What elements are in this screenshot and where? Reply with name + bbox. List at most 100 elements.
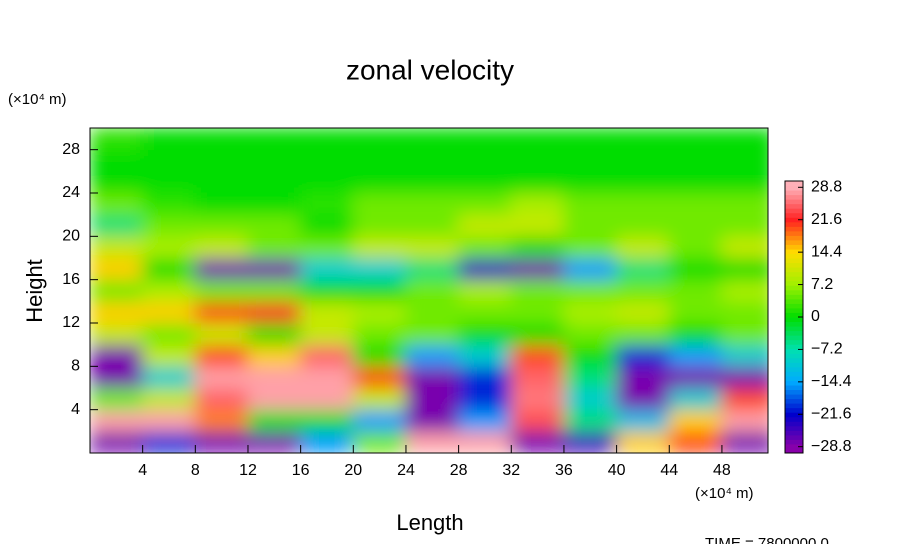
cell — [458, 365, 512, 389]
colorbar-step — [785, 190, 803, 196]
cell — [300, 409, 354, 432]
cell — [458, 235, 512, 259]
colorbar-step — [785, 407, 803, 413]
colorbar-step — [785, 194, 803, 200]
colorbar-step — [785, 321, 803, 327]
cell — [142, 279, 196, 302]
cell — [142, 430, 196, 453]
cell — [668, 387, 723, 411]
colorbar-step — [785, 212, 803, 218]
cell — [405, 128, 460, 151]
y-tick-label: 28 — [62, 141, 80, 158]
colorbar-step — [785, 208, 803, 214]
cell — [563, 300, 618, 324]
colorbar-step — [785, 434, 803, 440]
cell — [405, 235, 460, 259]
colorbar-step — [785, 181, 803, 187]
cell — [405, 149, 460, 172]
cell — [563, 257, 618, 281]
cell — [668, 170, 723, 194]
colorbar-step — [785, 353, 803, 359]
cell — [458, 300, 512, 324]
cell — [458, 430, 512, 453]
cell — [247, 430, 302, 453]
colorbar-step — [785, 443, 803, 449]
colorbar-tick-label: −14.4 — [811, 373, 852, 390]
colorbar-step — [785, 276, 803, 282]
cell — [352, 170, 407, 194]
cell — [563, 322, 618, 346]
cell — [563, 170, 618, 194]
colorbar-step — [785, 217, 803, 223]
cell — [668, 344, 723, 367]
colorbar-step — [785, 280, 803, 286]
cell — [142, 149, 196, 172]
cell — [405, 192, 460, 216]
colorbar-step — [785, 239, 803, 245]
colorbar-step — [785, 357, 803, 363]
cell — [510, 387, 565, 411]
cell — [616, 387, 670, 411]
cell — [668, 128, 723, 151]
cell — [142, 257, 196, 281]
cell — [616, 235, 670, 259]
cell — [721, 235, 768, 259]
cell — [721, 279, 768, 302]
colorbar-step — [785, 289, 803, 295]
cell — [510, 430, 565, 453]
cell — [563, 149, 618, 172]
colorbar-step — [785, 335, 803, 341]
colorbar-step — [785, 439, 803, 445]
cell — [563, 409, 618, 432]
cell — [300, 430, 354, 453]
cell — [510, 300, 565, 324]
cell — [142, 235, 196, 259]
cell — [616, 300, 670, 324]
cell — [510, 365, 565, 389]
cell — [405, 344, 460, 367]
cell — [352, 409, 407, 432]
cell — [510, 235, 565, 259]
colorbar-step — [785, 235, 803, 241]
cell — [352, 279, 407, 302]
cell — [458, 128, 512, 151]
cell — [616, 149, 670, 172]
cell — [405, 430, 460, 453]
colorbar-step — [785, 398, 803, 404]
cell — [668, 279, 723, 302]
cell — [352, 365, 407, 389]
x-tick-label: 36 — [555, 462, 573, 479]
x-axis-label: Length — [396, 510, 463, 535]
cell — [616, 365, 670, 389]
cell — [458, 387, 512, 411]
cell — [352, 257, 407, 281]
cell — [721, 344, 768, 367]
cell — [458, 192, 512, 216]
colorbar-tick-label: −28.8 — [811, 438, 852, 455]
cell — [721, 365, 768, 389]
cell — [510, 170, 565, 194]
cell — [352, 344, 407, 367]
cell — [142, 387, 196, 411]
cell — [563, 128, 618, 151]
cell — [300, 128, 354, 151]
cell — [721, 192, 768, 216]
cell — [194, 235, 249, 259]
cell — [510, 128, 565, 151]
cell — [142, 214, 196, 237]
cell — [563, 235, 618, 259]
cell — [405, 214, 460, 237]
cell — [247, 192, 302, 216]
x-tick-label: 24 — [397, 462, 415, 479]
x-tick-label: 20 — [344, 462, 362, 479]
cell — [616, 430, 670, 453]
cell — [510, 409, 565, 432]
cell — [458, 409, 512, 432]
cell — [194, 214, 249, 237]
cell — [247, 128, 302, 151]
cell — [194, 344, 249, 367]
colorbar-step — [785, 375, 803, 381]
colorbar-tick-label: 0 — [811, 308, 820, 325]
cell — [616, 214, 670, 237]
